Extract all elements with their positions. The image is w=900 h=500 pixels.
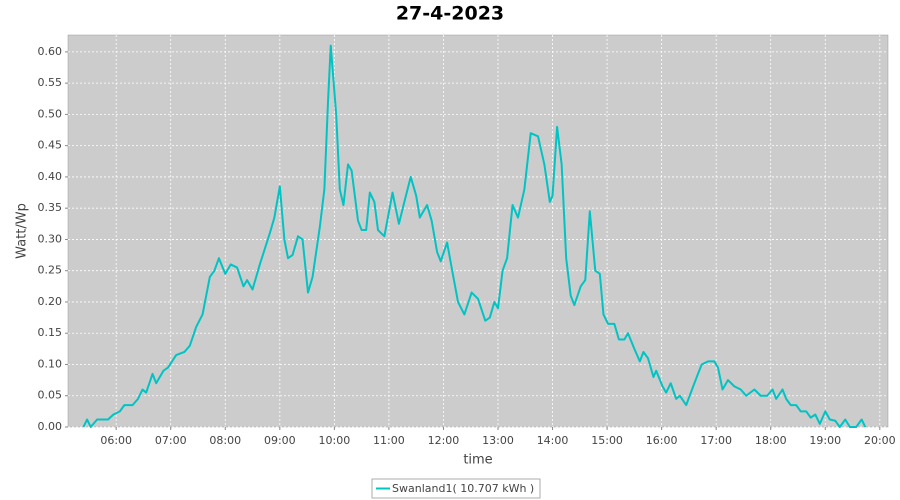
chart-title: 27-4-2023 [396,3,504,25]
x-tick-label: 20:00 [864,434,896,447]
y-tick-label: 0.20 [38,295,63,308]
legend-box [371,478,541,499]
legend-label: Swanland1( 10.707 kWh ) [392,482,534,495]
y-tick-label: 0.15 [38,326,63,339]
x-tick-label: 11:00 [373,434,405,447]
y-tick-label: 0.25 [38,264,63,277]
y-tick-label: 0.50 [38,107,63,120]
x-tick-label: 16:00 [646,434,678,447]
y-tick-label: 0.40 [38,170,63,183]
y-tick-label: 0.00 [38,420,63,433]
x-tick-label: 15:00 [591,434,623,447]
x-tick-label: 07:00 [155,434,187,447]
data-line [82,44,867,428]
y-tick-label: 0.30 [38,232,63,245]
x-tick-label: 18:00 [755,434,787,447]
x-tick-label: 17:00 [700,434,732,447]
y-tick-label: 0.05 [38,389,63,402]
y-tick-label: 0.45 [38,139,63,152]
y-axis-label: Watt/Wp [15,203,30,259]
x-tick-label: 12:00 [428,434,460,447]
x-tick-label: 09:00 [264,434,296,447]
y-tick-label: 0.60 [38,45,63,58]
x-tick-label: 19:00 [809,434,841,447]
x-tick-label: 08:00 [209,434,241,447]
y-tick-label: 0.10 [38,357,63,370]
x-tick-label: 06:00 [100,434,132,447]
x-tick-label: 14:00 [537,434,569,447]
x-axis-label: time [463,453,492,468]
y-tick-label: 0.35 [38,201,63,214]
x-tick-label: 13:00 [482,434,514,447]
x-tick-label: 10:00 [319,434,351,447]
y-tick-label: 0.55 [38,76,63,89]
plot-area [67,34,889,428]
